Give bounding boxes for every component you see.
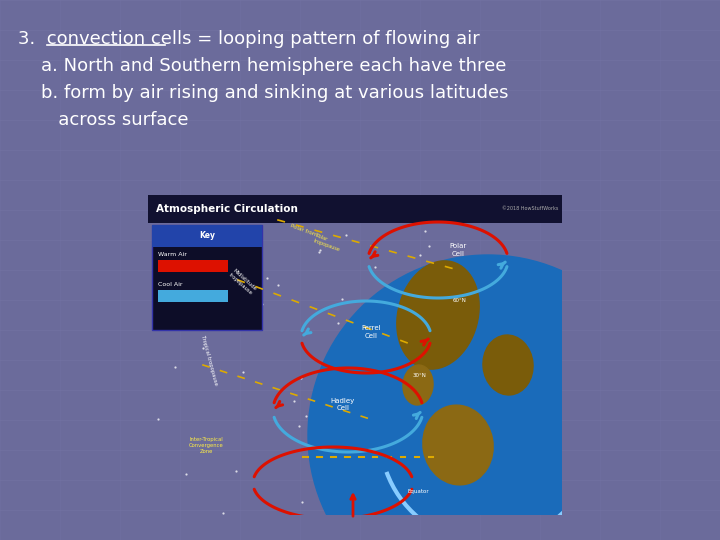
Point <box>423 241 435 250</box>
Point <box>369 263 381 272</box>
Text: Midlatitude
tropopause: Midlatitude tropopause <box>228 268 258 296</box>
Point <box>465 292 477 301</box>
Point <box>153 415 164 423</box>
Point <box>518 256 530 265</box>
Point <box>336 295 348 303</box>
Text: 30°N: 30°N <box>413 373 427 378</box>
Point <box>519 355 531 364</box>
Point <box>272 281 284 290</box>
Text: Key: Key <box>199 232 215 240</box>
Point <box>359 316 370 325</box>
Point <box>415 251 426 259</box>
Point <box>333 319 344 327</box>
Point <box>317 362 328 371</box>
Text: 60°N: 60°N <box>453 298 467 303</box>
Point <box>319 493 330 502</box>
Text: 3.  convection cells = looping pattern of flowing air: 3. convection cells = looping pattern of… <box>18 30 480 48</box>
Point <box>181 470 192 478</box>
Point <box>346 210 357 219</box>
Point <box>256 300 268 308</box>
Point <box>365 435 377 444</box>
Point <box>324 494 336 502</box>
Point <box>238 367 249 376</box>
Point <box>536 378 547 387</box>
Text: Equator: Equator <box>408 489 430 494</box>
Point <box>405 338 416 346</box>
Text: Warm Air: Warm Air <box>158 253 187 258</box>
Point <box>294 422 305 431</box>
Point <box>528 407 539 415</box>
Point <box>297 498 308 507</box>
Point <box>197 343 209 352</box>
Point <box>313 248 325 256</box>
Point <box>314 246 325 254</box>
Point <box>461 256 472 265</box>
Point <box>431 468 442 477</box>
Point <box>379 464 391 472</box>
Point <box>227 254 238 263</box>
Bar <box>152 225 262 247</box>
Circle shape <box>308 255 668 540</box>
Point <box>359 300 371 308</box>
Text: Atmospheric Circulation: Atmospheric Circulation <box>156 204 298 214</box>
Point <box>350 202 361 211</box>
Text: a. North and Southern hemisphere each have three: a. North and Southern hemisphere each ha… <box>18 57 506 75</box>
Point <box>261 273 273 282</box>
Point <box>330 489 341 497</box>
Bar <box>158 260 228 272</box>
Text: Polar
tropopause: Polar tropopause <box>313 233 343 253</box>
Point <box>300 412 312 421</box>
Point <box>547 321 559 330</box>
Bar <box>148 195 562 223</box>
Point <box>453 262 464 271</box>
Point <box>230 467 242 476</box>
Point <box>475 469 487 477</box>
Point <box>449 376 461 385</box>
Point <box>174 205 185 214</box>
Point <box>391 458 402 467</box>
Text: across surface: across surface <box>18 111 189 129</box>
Text: Hadley
Cell: Hadley Cell <box>331 399 355 411</box>
Ellipse shape <box>403 365 433 405</box>
Point <box>436 437 447 445</box>
Point <box>359 363 371 372</box>
Text: b. form by air rising and sinking at various latitudes: b. form by air rising and sinking at var… <box>18 84 508 102</box>
Bar <box>152 225 262 330</box>
Point <box>440 278 451 286</box>
Point <box>169 362 181 371</box>
Point <box>518 267 529 276</box>
Point <box>442 412 454 421</box>
Point <box>349 360 361 368</box>
Point <box>253 239 265 248</box>
Text: ©2018 HowStuffWorks: ©2018 HowStuffWorks <box>502 206 558 212</box>
Point <box>296 374 307 382</box>
Ellipse shape <box>423 405 493 485</box>
Bar <box>158 290 228 302</box>
Text: Cool Air: Cool Air <box>158 282 182 287</box>
Text: Ferrel
Cell: Ferrel Cell <box>361 326 381 339</box>
Text: Polar
Cell: Polar Cell <box>449 244 467 256</box>
Point <box>289 396 300 405</box>
Point <box>419 227 431 235</box>
Point <box>330 401 341 409</box>
Point <box>217 508 228 517</box>
Ellipse shape <box>483 335 533 395</box>
Point <box>340 231 351 239</box>
Point <box>489 359 500 367</box>
Text: Tropical tropopause: Tropical tropopause <box>200 335 218 386</box>
Ellipse shape <box>397 261 480 369</box>
Text: Polar front: Polar front <box>290 224 318 238</box>
Text: Inter-Tropical
Convergence
Zone: Inter-Tropical Convergence Zone <box>189 437 223 454</box>
Point <box>172 208 184 217</box>
Point <box>143 210 154 218</box>
